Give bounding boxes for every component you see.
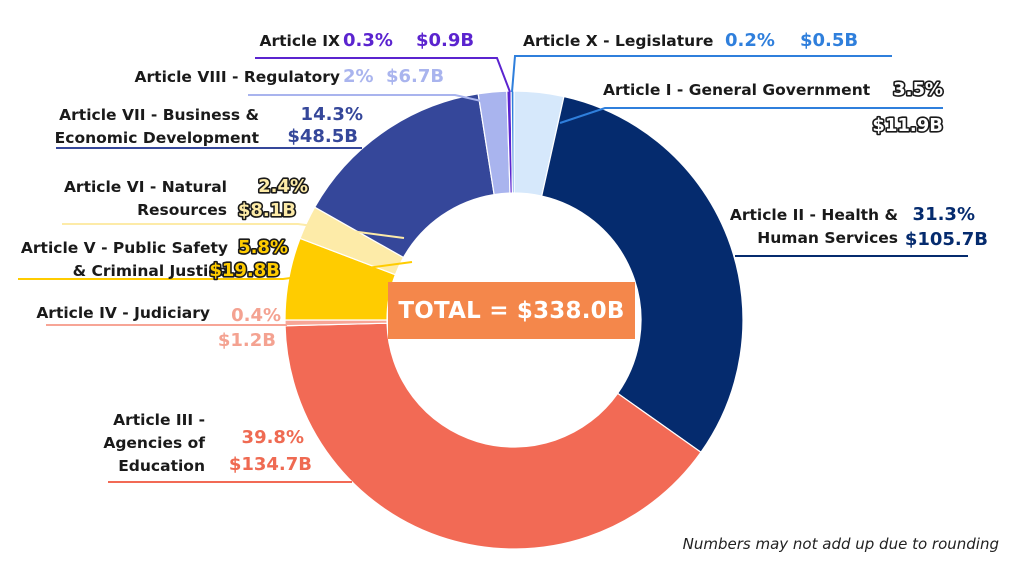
slice-percent-article_ix: 0.3%	[343, 30, 393, 51]
slice-amount-article_vi: $8.1B	[238, 200, 296, 221]
leader-line-article_viii	[248, 94, 491, 104]
slice-amount-article_iv: $1.2B	[218, 330, 276, 351]
leader-line-article_i	[559, 107, 943, 124]
slice-amount-article_i: $11.9B	[872, 115, 943, 136]
slice-percent-article_vi: 2.4%	[258, 176, 308, 197]
total-label: TOTAL = $338.0B	[388, 282, 635, 339]
slice-percent-article_x: 0.2%	[725, 30, 775, 51]
donut-slices	[284, 90, 744, 550]
slice-label-article_i: Article I - General Government	[603, 81, 871, 99]
slice-amount-article_v: $19.8B	[209, 260, 280, 281]
slice-labels: Article I - General Government 3.5% $11.9B…	[21, 30, 988, 475]
slice-amount-article_x: $0.5B	[800, 30, 858, 51]
slice-amount-article_ii: $105.7B	[905, 229, 988, 250]
leader-line-article_x	[511, 55, 892, 93]
slice-article_iii	[284, 322, 702, 550]
slice-label-article_vi: Article VI - Natural Resources	[64, 178, 227, 219]
slice-amount-article_viii: $6.7B	[386, 66, 444, 87]
leader-line-article_vi	[62, 223, 405, 239]
slice-percent-article_ii: 31.3%	[913, 204, 975, 225]
leader-lines	[18, 55, 968, 483]
slice-label-article_vii: Article VII - Business & Economic Develop…	[55, 106, 260, 147]
slice-label-article_ii: Article II - Health & Human Services	[730, 206, 898, 247]
leader-line-article_v	[18, 261, 413, 280]
slice-label-article_ix: Article IX	[260, 32, 341, 50]
slice-label-article_iv: Article IV - Judiciary	[36, 304, 210, 322]
slice-label-article_v: Article V - Public Safety & Criminal Just…	[21, 239, 228, 280]
leader-line-article_ix	[255, 57, 511, 93]
slice-percent-article_v: 5.8%	[238, 237, 288, 258]
slice-label-article_x: Article X - Legislature	[523, 32, 713, 50]
slice-percent-article_i: 3.5%	[893, 79, 943, 100]
slice-percent-article_iii: 39.8%	[242, 427, 304, 448]
slice-label-article_iii: Article III -Agencies of Education	[103, 411, 205, 475]
slice-percent-article_iv: 0.4%	[231, 305, 281, 326]
slice-amount-article_vii: $48.5B	[287, 126, 358, 147]
slice-label-article_viii: Article VIII - Regulatory	[135, 68, 340, 86]
slice-amount-article_ix: $0.9B	[416, 30, 474, 51]
slice-article_ii	[540, 95, 744, 454]
slice-percent-article_viii: 2%	[343, 66, 374, 87]
slice-percent-article_vii: 14.3%	[301, 104, 363, 125]
rounding-footnote: Numbers may not add up due to rounding	[682, 535, 999, 553]
slice-amount-article_iii: $134.7B	[229, 454, 312, 475]
